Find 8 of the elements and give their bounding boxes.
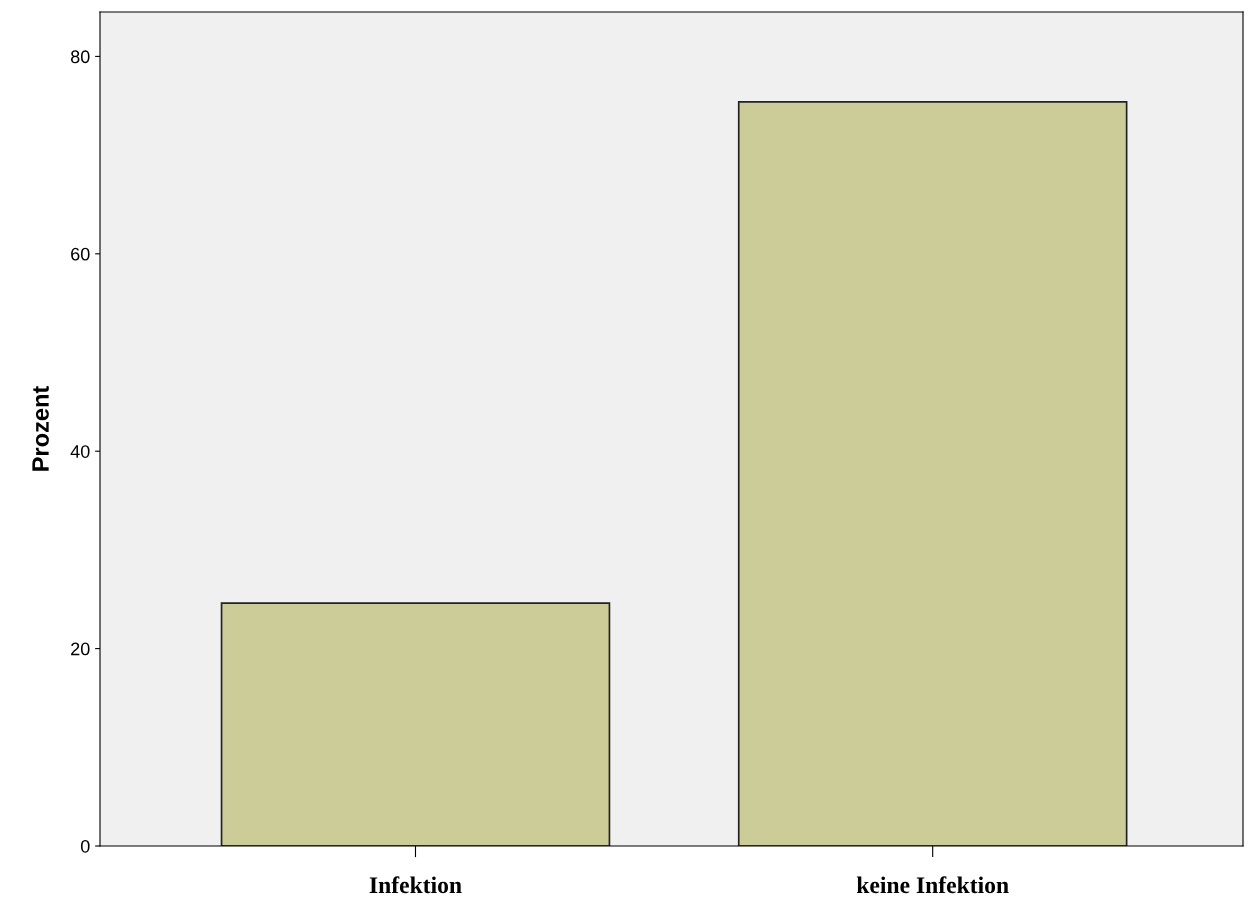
y-tick-label: 40 [70, 445, 90, 458]
y-tick-label: 60 [71, 247, 90, 261]
y-tick-label: 80 [70, 50, 90, 64]
y-tick-label: 20 [71, 642, 90, 656]
y-tick-label: 0 [80, 839, 90, 853]
x-tick-label: Infektion [369, 876, 462, 894]
y-axis-title: Prozent [32, 386, 49, 471]
x-tick-label: keine Infektion [856, 876, 1009, 894]
